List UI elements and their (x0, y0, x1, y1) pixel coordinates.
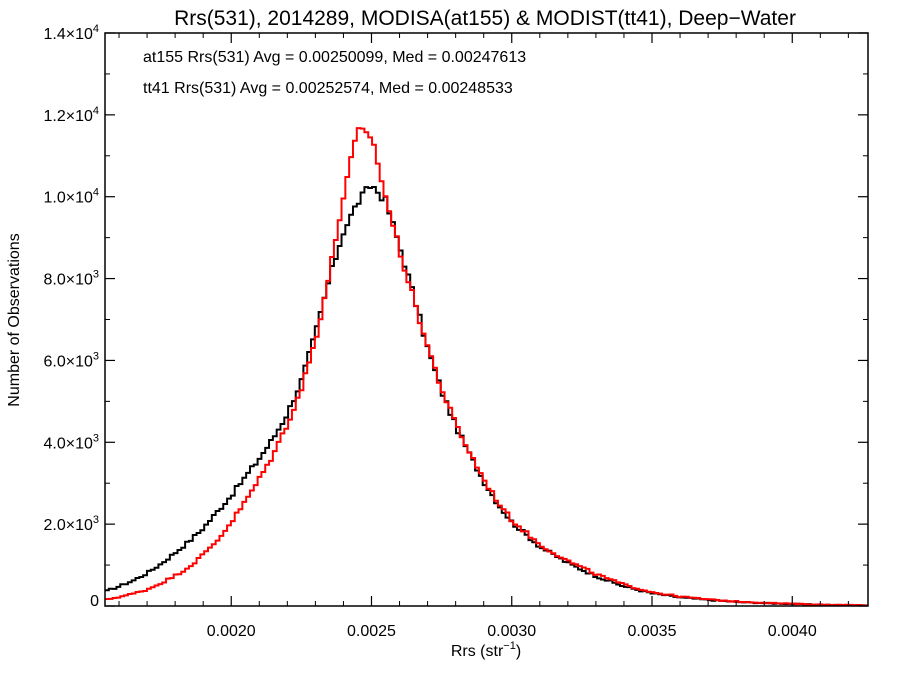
y-axis-ticks: 02.0×1034.0×1036.0×1038.0×1031.0×1041.2×… (43, 23, 868, 610)
y-axis-label: Number of Observations (6, 233, 23, 406)
y-tick-mantissa: 0 (90, 593, 99, 610)
series-line-1 (105, 127, 868, 607)
x-tick-label: 0.0020 (207, 623, 256, 640)
series-layer (105, 127, 868, 607)
y-tick-exponent: 3 (93, 350, 99, 362)
plot-frame (104, 32, 869, 607)
y-tick-label: 1.0×104 (43, 187, 99, 207)
y-tick-mantissa: 4.0×10 (43, 435, 92, 452)
x-tick-label: 0.0025 (347, 623, 396, 640)
y-tick-exponent: 3 (93, 514, 99, 526)
x-axis-label-main: Rrs (str (451, 643, 504, 660)
y-tick-exponent: 3 (93, 269, 99, 281)
y-tick-label: 6.0×103 (43, 350, 99, 370)
y-tick-exponent: 4 (93, 105, 99, 117)
x-tick-label: 0.0035 (628, 623, 677, 640)
y-tick-label: 1.2×104 (43, 105, 99, 125)
series-line-0 (105, 185, 868, 607)
y-tick-label: 4.0×103 (43, 432, 99, 452)
y-tick-mantissa: 6.0×10 (43, 353, 92, 370)
annotation-at155-stats: at155 Rrs(531) Avg = 0.00250099, Med = 0… (143, 49, 526, 66)
y-tick-exponent: 4 (93, 23, 99, 35)
x-axis-ticks: 0.0020 0.0025 0.0030 0.0035 0.0040 (118, 33, 849, 640)
y-tick-mantissa: 1.0×10 (43, 190, 92, 207)
x-tick-label: 0.0040 (768, 623, 817, 640)
y-tick-mantissa: 1.4×10 (43, 26, 92, 43)
y-tick-exponent: 3 (93, 432, 99, 444)
y-tick-label: 1.4×104 (43, 23, 99, 43)
y-tick-exponent: 4 (93, 187, 99, 199)
y-tick-label: 8.0×103 (43, 269, 99, 289)
y-tick-mantissa: 2.0×10 (43, 517, 92, 534)
y-tick-mantissa: 8.0×10 (43, 272, 92, 289)
chart-title: Rrs(531), 2014289, MODISA(at155) & MODIS… (174, 7, 796, 30)
y-tick-label: 0 (90, 593, 99, 610)
y-tick-label: 2.0×103 (43, 514, 99, 534)
annotation-tt41-stats: tt41 Rrs(531) Avg = 0.00252574, Med = 0.… (143, 80, 513, 97)
x-axis-label-superscript: −1 (503, 640, 516, 652)
y-tick-mantissa: 1.2×10 (43, 108, 92, 125)
x-tick-label: 0.0030 (487, 623, 536, 640)
x-axis-label-end: ) (516, 643, 521, 660)
x-axis-label: Rrs (str−1) (451, 640, 521, 660)
